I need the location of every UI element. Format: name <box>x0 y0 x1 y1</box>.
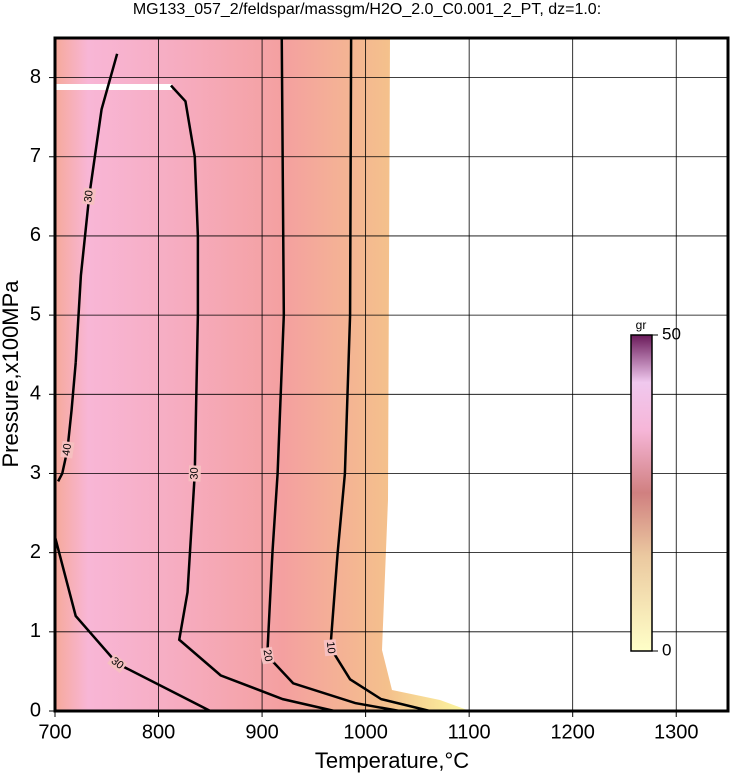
x-tick-label: 1200 <box>550 721 595 743</box>
y-tick-label: 8 <box>30 66 41 88</box>
colorbar-label: gr <box>636 318 647 332</box>
x-tick-label: 800 <box>142 721 175 743</box>
y-tick-label: 6 <box>30 224 41 246</box>
y-tick-label: 7 <box>30 145 41 167</box>
x-axis-label: Temperature,°C <box>315 748 469 773</box>
y-tick-label: 1 <box>30 620 41 642</box>
y-tick-label: 0 <box>30 699 41 721</box>
contour-label-bg <box>260 646 275 665</box>
colorbar <box>630 334 653 652</box>
contour-label: 40 <box>61 443 75 457</box>
contour-label-bg <box>188 465 202 482</box>
contour-line <box>329 37 431 713</box>
x-tick-label: 900 <box>245 721 278 743</box>
x-tick-label: 700 <box>38 721 71 743</box>
contour-label: 30 <box>109 655 126 672</box>
y-axis-label: Pressure,x100MPa <box>0 280 23 468</box>
x-tick-label: 1100 <box>448 721 491 743</box>
contour-line <box>265 37 401 713</box>
white-strip <box>55 84 172 90</box>
y-tick-label: 5 <box>30 303 41 325</box>
x-tick-label: 1300 <box>654 721 699 743</box>
contour-label: 10 <box>324 641 337 654</box>
y-tick-label: 3 <box>30 462 41 484</box>
contour-label: 30 <box>188 467 200 480</box>
colorbar-tick-label: 0 <box>662 640 671 659</box>
contour-label-bg <box>323 639 338 657</box>
field-shading <box>55 38 470 711</box>
contour-label: 30 <box>82 190 95 204</box>
y-tick-label: 4 <box>30 383 41 405</box>
plot-frame <box>53 36 730 713</box>
contour-label-bg <box>60 440 75 459</box>
contour-label-bg <box>107 653 128 674</box>
contour-label: 20 <box>260 649 274 663</box>
y-tick-label: 2 <box>30 541 41 563</box>
colorbar-tick-label: 50 <box>662 324 681 343</box>
contour-label-bg <box>82 187 97 206</box>
chart-title: MG133_057_2/feldspar/massgm/H2O_2.0_C0.0… <box>133 1 601 18</box>
x-tick-label: 1000 <box>343 721 388 743</box>
